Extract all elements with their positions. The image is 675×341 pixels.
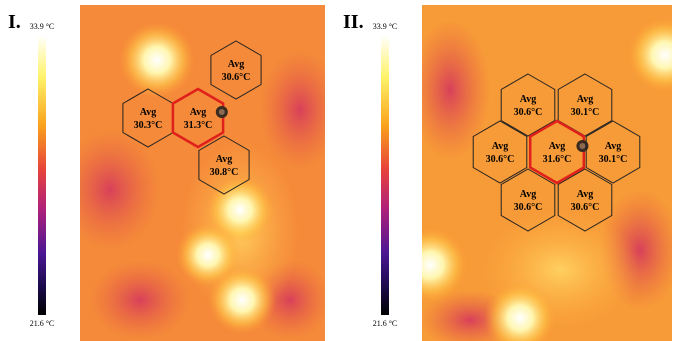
scale-min: 21.6 °C (373, 319, 398, 328)
cell-title: Avg (520, 189, 536, 200)
cell-title: Avg (577, 94, 593, 105)
cell-value: 30.6°C (486, 154, 515, 165)
cell-title: Avg (190, 107, 206, 118)
cell-title: Avg (605, 141, 621, 152)
cell-title: Avg (492, 141, 508, 152)
cell-value: 30.1°C (571, 107, 600, 118)
cell-title: Avg (140, 107, 156, 118)
cell-value: 30.1°C (599, 154, 628, 165)
cell-value: 30.6°C (571, 202, 600, 213)
cell-value: 30.6°C (514, 202, 543, 213)
figure: I. 33.9 °C 21.6 °C II. 33.9 °C 21.6 °C A… (0, 0, 675, 341)
cell-title: Avg (520, 94, 536, 105)
cell-title: Avg (216, 154, 232, 165)
device-icon (579, 143, 585, 149)
cell-value: 30.3°C (134, 120, 163, 131)
cell-value: 30.6°C (222, 72, 251, 83)
cell-value: 31.3°C (184, 120, 213, 131)
color-bar (381, 35, 389, 315)
cell-value: 30.8°C (210, 167, 239, 178)
scale-min: 21.6 °C (30, 319, 55, 328)
cell-title: Avg (549, 141, 565, 152)
scale-max: 33.9 °C (373, 22, 398, 31)
cell-title: Avg (577, 189, 593, 200)
cell-value: 31.6°C (543, 154, 572, 165)
cell-value: 30.6°C (514, 107, 543, 118)
device-icon (219, 109, 225, 115)
panel-label: II. (343, 11, 364, 33)
thermal-image (392, 5, 675, 341)
scale-max: 33.9 °C (30, 22, 55, 31)
thermal-image (60, 5, 340, 341)
cell-title: Avg (228, 59, 244, 70)
color-bar (38, 35, 46, 315)
panel-label: I. (8, 11, 21, 33)
